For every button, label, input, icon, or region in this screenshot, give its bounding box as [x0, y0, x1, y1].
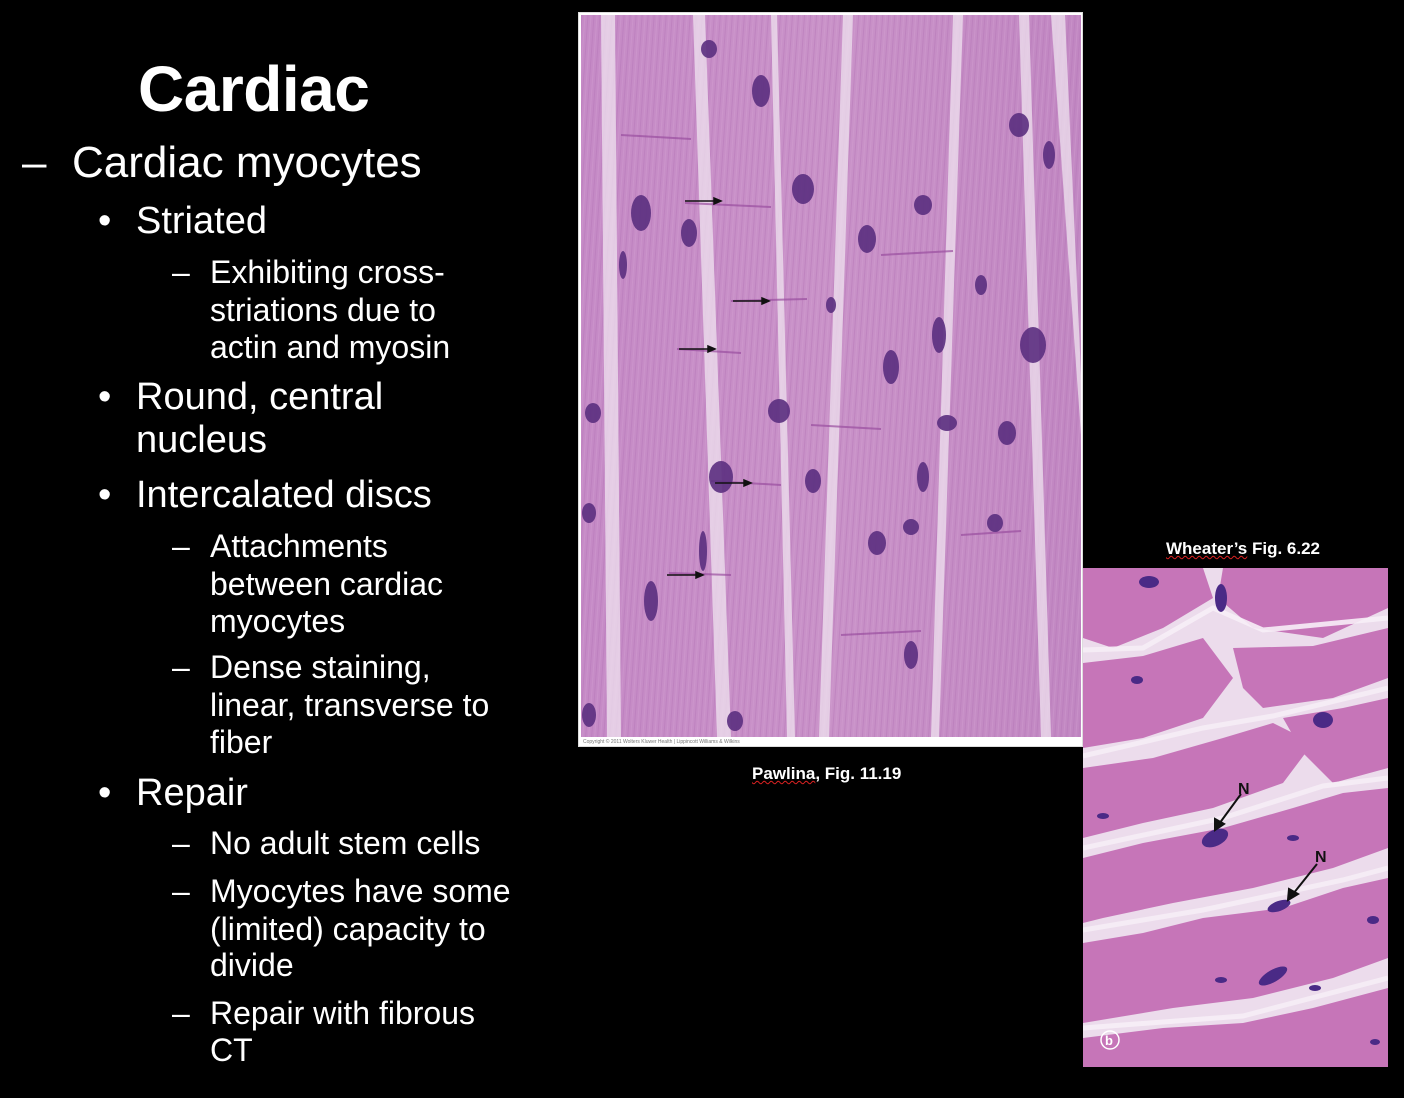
- dash-marker: –: [172, 649, 190, 685]
- sub-myocytes-line-1: Myocytes have some: [210, 873, 511, 909]
- dash-marker: –: [172, 825, 190, 861]
- sub-striations-line-1: Exhibiting cross-: [210, 254, 445, 290]
- caption-pawlina-figure: , Fig. 11.19: [815, 764, 902, 783]
- sub-dense-line-3: fiber: [210, 724, 273, 760]
- dash-marker: –: [22, 138, 47, 187]
- bullet-marker: •: [98, 376, 112, 418]
- dash-marker: –: [172, 254, 190, 290]
- sub-attachments-line-2: between cardiac: [210, 566, 444, 602]
- sub-myocytes-line-2: (limited) capacity to: [210, 911, 486, 947]
- bullet-marker: •: [98, 474, 112, 516]
- sub-striations-line-2: striations due to: [210, 292, 436, 328]
- sub-dense-line-1: Dense staining,: [210, 649, 431, 685]
- sub-fibrous-line-2: CT: [210, 1032, 253, 1068]
- sub-attachments-line-3: myocytes: [210, 603, 346, 639]
- micrograph-cross-section-cardiac-muscle: N N b: [1082, 568, 1389, 1067]
- copyright-notice: Copyright © 2011 Wolters Kluwer Health |…: [583, 739, 740, 745]
- dash-marker: –: [172, 995, 190, 1031]
- label-n1: N: [1238, 781, 1250, 798]
- bullet-marker: •: [98, 772, 112, 814]
- bullet-repair: Repair: [136, 772, 248, 814]
- dash-marker: –: [172, 528, 190, 564]
- sub-no-stem-cells: No adult stem cells: [210, 825, 481, 861]
- micrograph-image: [581, 15, 1081, 737]
- label-n2: N: [1315, 849, 1327, 866]
- dash-marker: –: [172, 873, 190, 909]
- micrograph-longitudinal-cardiac-muscle: Copyright © 2011 Wolters Kluwer Health |…: [578, 12, 1083, 747]
- bullet-nucleus-line-2: nucleus: [136, 419, 267, 461]
- caption-wheater-author: Wheater’s: [1166, 539, 1248, 558]
- sub-fibrous-line-1: Repair with fibrous: [210, 995, 475, 1031]
- bullet-nucleus-line-1: Round, central: [136, 376, 384, 418]
- caption-pawlina-author: Pawlina: [752, 764, 816, 783]
- bullet-marker: •: [98, 200, 112, 242]
- sub-striations-line-3: actin and myosin: [210, 329, 451, 365]
- caption-wheater-figure: Fig. 6.22: [1247, 539, 1320, 558]
- sub-myocytes-line-3: divide: [210, 947, 294, 983]
- label-b: b: [1105, 1033, 1113, 1048]
- caption-pawlina: Pawlina, Fig. 11.19: [752, 764, 901, 784]
- bullet-intercalated-discs: Intercalated discs: [136, 474, 432, 516]
- bullet-striated: Striated: [136, 200, 267, 242]
- slide-title: Cardiac: [138, 53, 370, 125]
- sub-dense-line-2: linear, transverse to: [210, 687, 490, 723]
- sub-attachments-line-1: Attachments: [210, 528, 388, 564]
- bullet-cardiac-myocytes: Cardiac myocytes: [72, 138, 422, 187]
- caption-wheater: Wheater’s Fig. 6.22: [1166, 539, 1320, 559]
- micrograph-cross-section-image: N N b: [1082, 568, 1389, 1067]
